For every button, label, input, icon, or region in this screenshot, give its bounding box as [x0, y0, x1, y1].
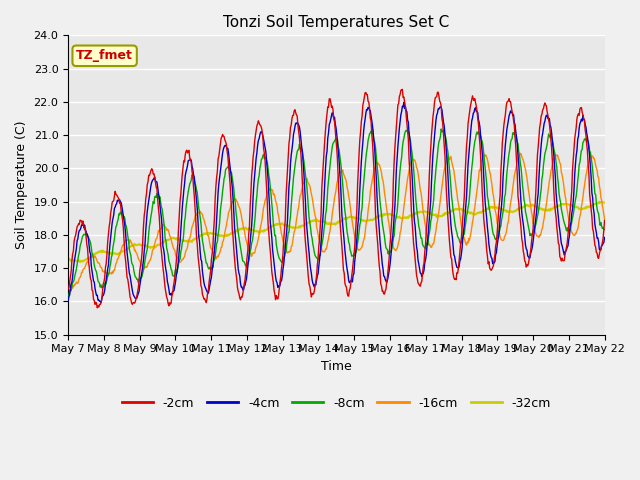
Legend: -2cm, -4cm, -8cm, -16cm, -32cm: -2cm, -4cm, -8cm, -16cm, -32cm [116, 392, 556, 415]
X-axis label: Time: Time [321, 360, 352, 373]
Title: Tonzi Soil Temperatures Set C: Tonzi Soil Temperatures Set C [223, 15, 449, 30]
Y-axis label: Soil Temperature (C): Soil Temperature (C) [15, 120, 28, 249]
Text: TZ_fmet: TZ_fmet [76, 49, 133, 62]
